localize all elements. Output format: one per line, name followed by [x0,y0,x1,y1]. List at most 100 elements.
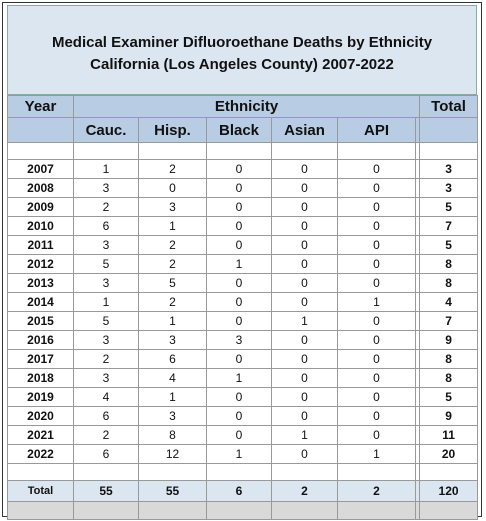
cell: 2 [73,349,139,369]
cell: 0 [271,292,338,312]
table: Year Ethnicity Total Cauc. Hisp. Black Asian AP… [7,95,479,520]
table-row: 2019 4 1 0 0 0 5 [7,387,479,407]
cell: 1 [206,444,272,464]
cell: 0 [206,349,272,369]
cell: Year [7,95,74,118]
cell: 3 [138,330,207,350]
table-row: 2011 3 2 0 0 0 5 [7,235,479,255]
cell: 0 [138,178,207,198]
cell [138,501,207,520]
cell [73,142,139,160]
cell: 0 [206,197,272,217]
cell: 55 [138,480,207,502]
cell: 6 [73,406,139,426]
cell: 0 [271,254,338,274]
cell: 1 [138,387,207,407]
cell: 3 [419,178,479,198]
cell: 5 [419,387,479,407]
cell: 2 [138,235,207,255]
cell: 6 [73,444,139,464]
cell: 2 [138,292,207,312]
cell: 2021 [7,425,74,445]
cell: 0 [206,178,272,198]
cell: 3 [138,197,207,217]
cell: 0 [337,159,416,179]
cell [7,501,74,520]
table-row [7,463,479,481]
cell: 2013 [7,273,74,293]
cell [337,463,416,481]
table-row: 2021 2 8 0 1 0 11 [7,425,479,445]
cell: 0 [337,216,416,236]
cell: 0 [271,178,338,198]
cell: Asian [271,117,338,143]
cell: 0 [337,254,416,274]
table-row: 2009 2 3 0 0 0 5 [7,197,479,217]
cell: 1 [138,216,207,236]
cell [206,463,272,481]
cell: 6 [138,349,207,369]
cell: 0 [337,235,416,255]
cell: 0 [271,273,338,293]
cell: 2020 [7,406,74,426]
cell: 0 [337,387,416,407]
table-row: 2014 1 2 0 0 1 4 [7,292,479,312]
cell: 12 [138,444,207,464]
table-row: 2022 6 12 1 0 1 20 [7,444,479,464]
cell [138,142,207,160]
cell: 2 [138,254,207,274]
cell: 0 [206,292,272,312]
table-row [7,501,479,520]
cell: Ethnicity [72,95,421,118]
cell: 7 [419,216,479,236]
table-row: 2012 5 2 1 0 0 8 [7,254,479,274]
cell: 2012 [7,254,74,274]
cell: 4 [138,368,207,388]
cell: 3 [73,273,139,293]
table-row: 2013 3 5 0 0 0 8 [7,273,479,293]
cell: 0 [337,197,416,217]
cell: 2 [73,197,139,217]
cell [419,463,479,481]
cell: 0 [206,216,272,236]
cell: 0 [271,444,338,464]
cell: 1 [206,368,272,388]
cell: 0 [271,330,338,350]
cell: Black [206,117,272,143]
cell: 2 [138,159,207,179]
cell: 2010 [7,216,74,236]
cell: 0 [271,216,338,236]
table-row: 2015 5 1 0 1 0 7 [7,311,479,331]
cell: 20 [419,444,479,464]
cell: 6 [206,480,272,502]
cell [271,142,338,160]
cell: 5 [419,235,479,255]
cell: 0 [337,406,416,426]
cell: 2022 [7,444,74,464]
table-row: 2008 3 0 0 0 0 3 [7,178,479,198]
table-row: 2018 3 4 1 0 0 8 [7,368,479,388]
cell: Total [419,95,479,118]
cell: 3 [419,159,479,179]
cell: 1 [138,311,207,331]
cell [206,142,272,160]
cell: 5 [419,197,479,217]
cell: 3 [73,368,139,388]
cell: 8 [419,368,479,388]
cell: 6 [73,216,139,236]
title-box: Medical Examiner Difluoroethane Deaths b… [7,5,477,95]
cell: 0 [337,368,416,388]
cell: 1 [337,444,416,464]
cell: 2008 [7,178,74,198]
cell: 3 [138,406,207,426]
cell [73,463,139,481]
cell: 55 [73,480,139,502]
table-row: 2007 1 2 0 0 0 3 [7,159,479,179]
cell: 4 [419,292,479,312]
cell [206,501,272,520]
cell: 2019 [7,387,74,407]
cell: 0 [271,159,338,179]
cell: 2007 [7,159,74,179]
title-line: Medical Examiner Difluoroethane Deaths b… [51,34,433,51]
cell: 3 [73,178,139,198]
